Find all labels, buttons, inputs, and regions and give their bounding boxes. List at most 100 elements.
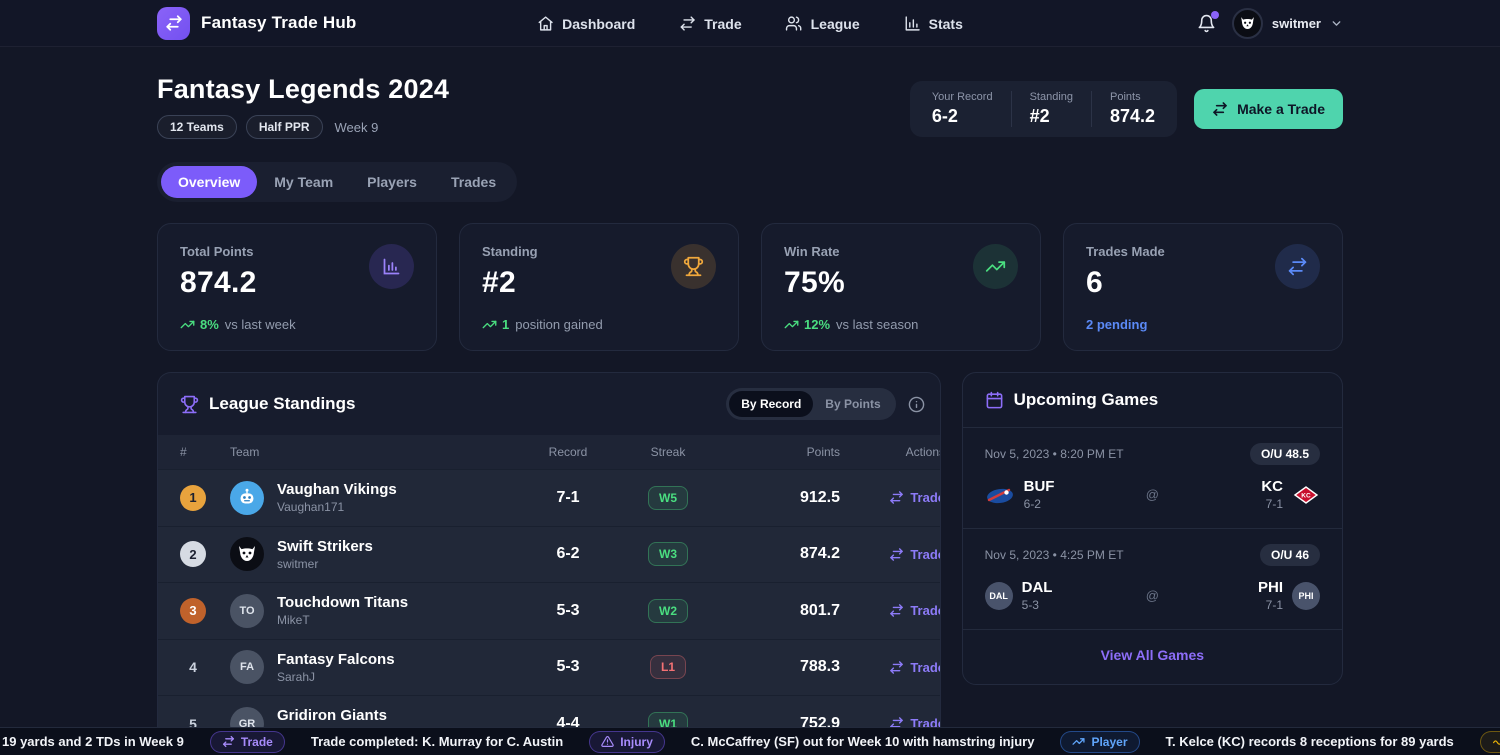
main-nav: Dashboard Trade League Stats [537,0,963,47]
trending-up-icon [1072,735,1086,748]
swap-icon [1212,101,1228,117]
card-label: Total Points [180,244,254,259]
notifications-bell-icon[interactable] [1197,10,1219,33]
nav-item-stats[interactable]: Stats [904,15,963,32]
team-owner: SarahJ [277,669,316,684]
trending-up-icon [973,244,1018,289]
news-ticker[interactable]: 19 yards and 2 TDs in Week 9 Trade Trade… [0,727,1500,755]
week-label: Week 9 [334,119,379,135]
record-value: 6-2 [556,545,580,563]
view-all-games-link[interactable]: View All Games [1100,647,1205,663]
ticker-item: C. McCaffrey (SF) out for Week 10 with h… [690,734,1035,749]
nav-item-league[interactable]: League [786,15,860,32]
info-icon[interactable] [908,396,925,413]
stat-cards: Total Points 874.2 8% vs last week Stand… [157,223,1343,351]
col-team: Team [230,445,260,459]
streak-badge: W3 [648,542,688,567]
team-name: Touchdown Titans [277,594,409,612]
tab-my-team[interactable]: My Team [274,174,334,190]
trend-caption: vs last season [836,317,919,332]
trophy-icon [671,244,716,289]
away-team-record: 6-2 [1023,497,1041,511]
game-row[interactable]: Nov 5, 2023 • 8:20 PM ET O/U 48.5 BUF 6-… [962,428,1342,529]
waiver-badge: Waiver [1479,730,1500,753]
nav-label: Dashboard [562,15,636,32]
app-title: Fantasy Trade Hub [201,13,357,32]
pending-trades-link[interactable]: 2 pending [1086,317,1148,332]
trade-link[interactable]: Trade [889,660,940,675]
standing-card: Standing #2 1 position gained [459,223,739,351]
page-header: Fantasy Legends 2024 12 Teams Half PPR W… [157,74,1343,139]
table-row[interactable]: 4 FA Fantasy Falcons SarahJ 5-3 L1 788.3… [158,638,940,695]
trade-badge: Trade [209,730,285,753]
trade-link[interactable]: Trade [889,490,940,505]
chevron-down-icon [1330,17,1343,30]
record-value: 5-3 [556,601,580,619]
game-row[interactable]: Nov 5, 2023 • 4:25 PM ET O/U 46 DAL DAL … [962,529,1342,630]
trend-up-value: 12% [784,317,830,332]
ticker-item: T. Kelce (KC) records 8 receptions for 8… [1165,734,1454,749]
nav-item-trade[interactable]: Trade [679,15,742,32]
make-a-trade-button[interactable]: Make a Trade [1194,89,1343,129]
table-row[interactable]: 2 Swift Strikers switmer 6-2 W3 874.2 [158,525,940,582]
standing-stat: Standing #2 [1012,91,1091,127]
standings-title: League Standings [209,394,356,413]
rank-number: 5 [189,715,197,732]
league-standings-panel: League Standings By Record By Points # T… [157,372,941,752]
warning-icon [601,735,614,748]
eagles-logo-icon: PHI [1292,581,1320,610]
points-value: 912.5 [799,488,840,506]
swap-icon [679,15,696,32]
streak-badge: W2 [648,598,688,623]
streak-badge: W5 [648,485,688,510]
home-team-record: 7-1 [1265,497,1283,511]
rank-badge: 1 [180,484,206,511]
team-avatar-initials: TO [230,593,264,628]
page-title: Fantasy Legends 2024 [157,74,450,104]
stat-value: #2 [1029,106,1050,126]
win-rate-card: Win Rate 75% 12% vs last season [761,223,1041,351]
table-row[interactable]: 3 TO Touchdown Titans MikeT 5-3 W2 801.7… [158,582,940,639]
trophy-icon [180,395,199,414]
card-label: Trades Made [1086,244,1165,259]
table-row[interactable]: 1 Vaughan Vikings Vaughan171 7-1 W5 912.… [158,469,940,526]
divider [1091,91,1093,127]
view-tabs: Overview My Team Players Trades [157,162,518,202]
player-badge: Player [1060,730,1140,753]
tab-trades[interactable]: Trades [450,174,497,190]
your-record-stat: Your Record 6-2 [932,91,1011,127]
record-value: 7-1 [556,488,580,506]
nav-label: League [810,15,860,32]
bar-chart-icon [904,15,921,32]
ticker-item: Trade completed: K. Murray for C. Austin [310,734,564,749]
svg-text:KC: KC [1301,492,1311,499]
trade-link[interactable]: Trade [889,547,940,562]
user-menu[interactable]: switmer [1231,7,1343,39]
home-team-abbr: PHI [1257,579,1283,596]
record-summary-box: Your Record 6-2 Standing #2 Points 874.2 [909,81,1178,137]
record-value: 5-3 [556,658,580,676]
at-symbol: @ [1145,487,1159,502]
card-label: Standing [482,244,538,259]
card-value: 6 [1086,266,1103,299]
tab-players[interactable]: Players [367,174,417,190]
toggle-by-record[interactable]: By Record [729,391,814,417]
team-owner: MikeT [277,613,310,628]
nav-item-dashboard[interactable]: Dashboard [537,15,635,32]
home-team-abbr: KC [1261,478,1283,495]
trade-link[interactable]: Trade [889,603,940,618]
league-meta: 12 Teams Half PPR Week 9 [157,115,449,139]
game-datetime: Nov 5, 2023 • 4:25 PM ET [984,548,1124,562]
trend-up-value: 1 [482,317,509,332]
total-points-card: Total Points 874.2 8% vs last week [157,223,437,351]
trades-made-card: Trades Made 6 2 pending [1063,223,1343,351]
streak-badge: L1 [649,655,686,680]
col-record: Record [548,445,588,459]
col-actions: Actions [905,445,940,459]
brand[interactable]: Fantasy Trade Hub [157,6,357,40]
tab-overview[interactable]: Overview [161,166,258,198]
toggle-by-points[interactable]: By Points [825,397,881,411]
over-under-badge: O/U 48.5 [1249,443,1320,465]
team-name: Fantasy Falcons [277,650,395,668]
points-value: 801.7 [799,601,840,619]
